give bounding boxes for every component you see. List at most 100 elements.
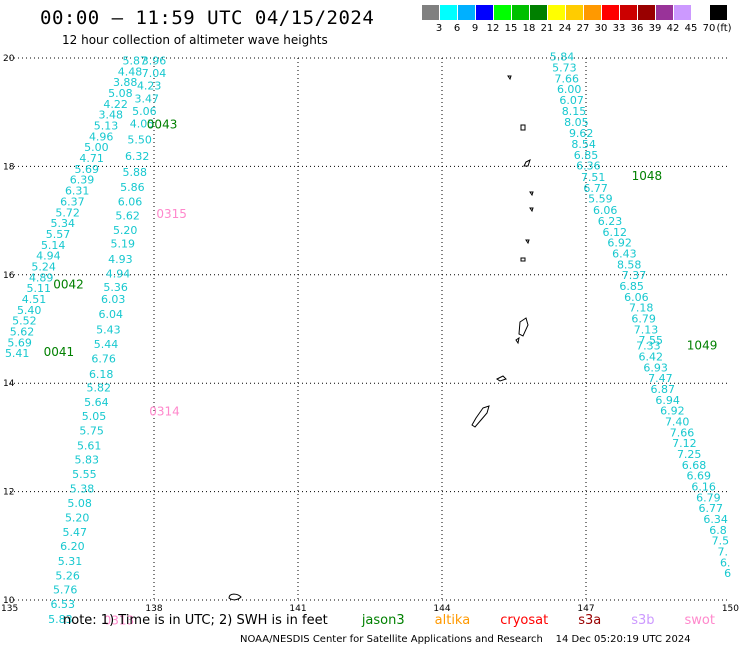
wave-height-value: 4.05 (130, 117, 155, 130)
wave-height-value: 5.43 (96, 323, 121, 336)
wave-height-value: 6.94 (655, 394, 680, 407)
scale-swatch (440, 5, 457, 20)
wave-height-value: 6.34 (703, 513, 728, 526)
wave-height-value: 6. (720, 556, 731, 569)
wave-height-value: 6.69 (687, 470, 712, 483)
lat-tick-label: 10 (3, 596, 15, 606)
wave-height-value: 5.64 (84, 396, 109, 409)
wave-height-value: 6.92 (660, 405, 685, 418)
lon-tick-label: 144 (433, 604, 450, 614)
wave-height-value: 6.8 (709, 524, 727, 537)
wave-height-value: 5.87 (123, 55, 148, 68)
wave-height-value: 9.62 (569, 127, 594, 140)
scale-label: 36 (630, 23, 644, 34)
wave-height-value: 6.00 (557, 83, 582, 96)
wave-height-value: 6.77 (583, 182, 608, 195)
scale-label: 18 (522, 23, 536, 34)
agrihan-island (520, 124, 526, 131)
wave-height-value: 6.76 (91, 353, 116, 366)
pass-id: 0042 (53, 277, 84, 291)
wave-height-value: 6.06 (593, 204, 618, 217)
mission-legend: note: 1) Time is in UTC; 2) SWH is in fe… (63, 613, 715, 628)
scale-label: 45 (684, 23, 698, 34)
wave-height-value: 8.15 (562, 105, 587, 118)
altimeter-tracks: 5.874.483.885.084.223.485.134.965.004.71… (5, 51, 731, 626)
wave-height-value: 5.52 (12, 315, 37, 328)
wave-height-value: 5.38 (70, 483, 95, 496)
wave-height-value: 6.12 (603, 226, 628, 239)
wave-height-value: 7.18 (629, 302, 654, 315)
saipan-island (518, 317, 529, 337)
wave-height-value: 8.58 (617, 258, 642, 271)
wave-height-value: 6.04 (99, 308, 124, 321)
scale-swatch (692, 5, 709, 20)
lon-tick-label: 150 (722, 604, 739, 614)
lon-tick-label: 147 (577, 604, 594, 614)
wave-height-value: 5.41 (5, 347, 30, 360)
wave-height-value: 5.50 (127, 134, 152, 147)
wave-height-value: 7. (718, 546, 729, 559)
wave-height-value: 7.66 (555, 72, 580, 85)
wave-height-value: 5.61 (77, 439, 102, 452)
wave-height-value: 6.03 (101, 293, 126, 306)
wave-height-value: 3.47 (135, 92, 160, 105)
wave-height-value: 7.04 (142, 67, 167, 80)
pass-id: 0315 (156, 207, 187, 221)
mission-label: s3b (631, 613, 655, 628)
wave-height-value: 7.51 (581, 171, 606, 184)
alamagan-island (529, 191, 534, 197)
wave-height-value: 4.71 (79, 152, 104, 165)
scale-swatch (512, 5, 529, 20)
mission-label: jason3 (361, 613, 405, 628)
wave-height-value: 5.20 (113, 224, 138, 237)
wave-height-value: 5.72 (55, 206, 80, 219)
footer-credit: NOAA/NESDIS Center for Satellite Applica… (240, 634, 543, 645)
scale-swatch (494, 5, 511, 20)
wave-height-value: 7.55 (639, 334, 664, 347)
scale-label: 42 (666, 23, 680, 34)
scale-label: 27 (576, 23, 590, 34)
scale-label: 39 (648, 23, 662, 34)
wave-height-value: 4.23 (137, 79, 162, 92)
scale-label: 70 (702, 23, 716, 34)
wave-height-value: 5.11 (27, 282, 52, 295)
scale-label: 24 (558, 23, 572, 34)
wave-height-value: 5.47 (63, 526, 88, 539)
wave-height-value: 4.94 (36, 250, 61, 263)
wave-height-value: 6.68 (682, 459, 707, 472)
mission-label: altika (434, 613, 471, 628)
wave-height-value: 6.42 (639, 350, 664, 363)
scale-swatch (566, 5, 583, 20)
map-title: 00:00 — 11:59 UTC 04/15/2024 (40, 7, 375, 29)
wave-height-value: 4.93 (108, 253, 133, 266)
wave-height-value: 6.31 (65, 185, 90, 198)
scale-swatch (602, 5, 619, 20)
wave-height-value: 4.22 (103, 98, 128, 111)
wave-height-value: 6.53 (51, 598, 76, 611)
scale-swatch (638, 5, 655, 20)
guguan-island (529, 207, 534, 213)
wave-height-value: 5.59 (588, 193, 613, 206)
scale-swatch (710, 5, 727, 20)
scale-label: 9 (471, 23, 479, 34)
wave-height-value: 6.77 (699, 502, 724, 515)
lon-tick-label: 141 (289, 604, 306, 614)
scale-swatch (656, 5, 673, 20)
wave-height-value: 6.36 (576, 160, 601, 173)
wave-height-value: 5.76 (53, 583, 78, 596)
lat-tick-label: 12 (3, 488, 14, 498)
wave-height-value: 5.36 (103, 281, 128, 294)
scale-swatch (584, 5, 601, 20)
wave-height-value: 5.08 (108, 87, 133, 100)
wave-height-value: 7.33 (636, 340, 661, 353)
lat-tick-label: 20 (3, 54, 15, 64)
wave-height-value: 6.16 (691, 481, 716, 494)
wave-height-value: 7.13 (634, 323, 659, 336)
mission-label: swot (684, 613, 715, 628)
wave-height-value: 6.93 (643, 361, 668, 374)
wave-height-value: 5.88 (123, 166, 148, 179)
scale-label: 3 (435, 23, 443, 34)
mission-list: jason3 altika cryosat s3a s3b swot (332, 613, 715, 628)
footer-timestamp: 14 Dec 05:20:19 UTC 2024 (555, 634, 691, 645)
lat-tick-label: 14 (3, 379, 15, 389)
